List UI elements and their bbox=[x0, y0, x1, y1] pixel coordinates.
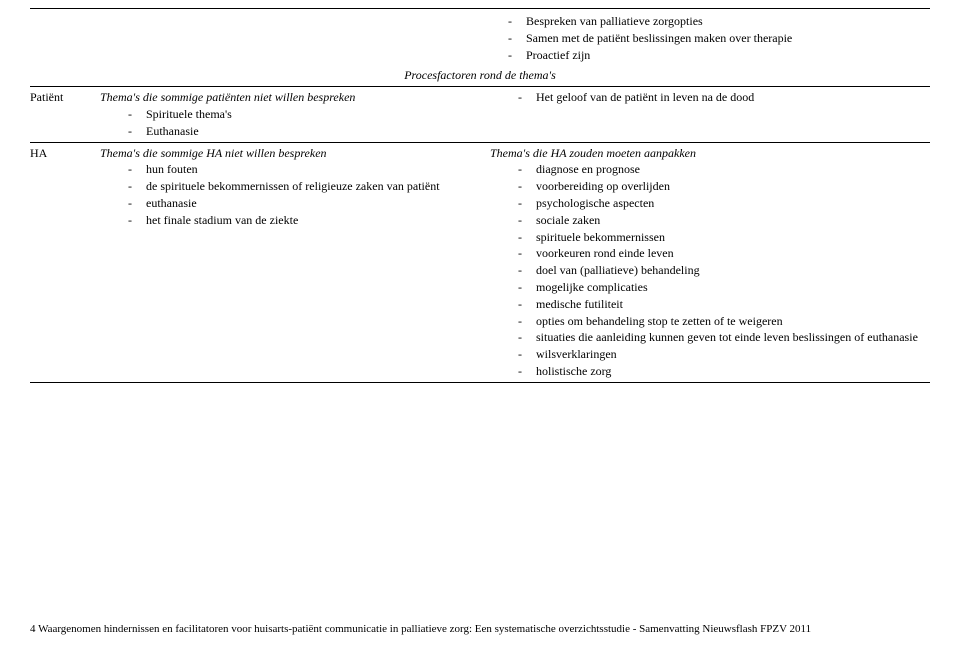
list-item: hun fouten bbox=[128, 161, 490, 178]
section-header: Procesfactoren rond de thema's bbox=[30, 65, 930, 87]
patient-left-list: Spirituele thema's Euthanasie bbox=[100, 106, 490, 140]
row-ha: HA Thema's die sommige HA niet willen be… bbox=[30, 143, 930, 383]
row-label-patient: Patiënt bbox=[30, 87, 100, 141]
ha-left: Thema's die sommige HA niet willen bespr… bbox=[100, 143, 490, 382]
list-item: psychologische aspecten bbox=[518, 195, 930, 212]
list-item: Bespreken van palliatieve zorgopties bbox=[508, 13, 930, 30]
list-item: de spirituele bekommernissen of religieu… bbox=[128, 178, 490, 195]
ha-right-heading: Thema's die HA zouden moeten aanpakken bbox=[490, 145, 930, 162]
list-item: Spirituele thema's bbox=[128, 106, 490, 123]
list-item: doel van (palliatieve) behandeling bbox=[518, 262, 930, 279]
footer-text: Waargenomen hindernissen en facilitatore… bbox=[38, 623, 811, 635]
list-item: wilsverklaringen bbox=[518, 346, 930, 363]
page-footer: 4 Waargenomen hindernissen en facilitato… bbox=[30, 622, 811, 637]
list-item: Het geloof van de patiënt in leven na de… bbox=[518, 89, 930, 106]
list-item: Samen met de patiënt beslissingen maken … bbox=[508, 30, 930, 47]
top-row: Bespreken van palliatieve zorgopties Sam… bbox=[30, 11, 930, 65]
list-item: opties om behandeling stop te zetten of … bbox=[518, 313, 930, 330]
top-right-list: Bespreken van palliatieve zorgopties Sam… bbox=[490, 13, 930, 63]
list-item: Euthanasie bbox=[128, 123, 490, 140]
list-item: sociale zaken bbox=[518, 212, 930, 229]
list-item: euthanasie bbox=[128, 195, 490, 212]
top-label-empty bbox=[30, 11, 100, 65]
list-item: voorbereiding op overlijden bbox=[518, 178, 930, 195]
ha-left-heading: Thema's die sommige HA niet willen bespr… bbox=[100, 145, 490, 162]
list-item: Proactief zijn bbox=[508, 47, 930, 64]
top-rule bbox=[30, 8, 930, 9]
list-item: voorkeuren rond einde leven bbox=[518, 245, 930, 262]
list-item: spirituele bekommernissen bbox=[518, 229, 930, 246]
document-page: Bespreken van palliatieve zorgopties Sam… bbox=[0, 0, 960, 383]
ha-right: Thema's die HA zouden moeten aanpakken d… bbox=[490, 143, 930, 382]
ha-left-list: hun fouten de spirituele bekommernissen … bbox=[100, 161, 490, 228]
list-item: diagnose en prognose bbox=[518, 161, 930, 178]
ha-right-list: diagnose en prognose voorbereiding op ov… bbox=[490, 161, 930, 379]
list-item: holistische zorg bbox=[518, 363, 930, 380]
list-item: mogelijke complicaties bbox=[518, 279, 930, 296]
list-item: medische futiliteit bbox=[518, 296, 930, 313]
top-right: Bespreken van palliatieve zorgopties Sam… bbox=[490, 11, 930, 65]
row-label-ha: HA bbox=[30, 143, 100, 382]
row-patient: Patiënt Thema's die sommige patiënten ni… bbox=[30, 87, 930, 142]
patient-left-heading: Thema's die sommige patiënten niet wille… bbox=[100, 89, 490, 106]
patient-left: Thema's die sommige patiënten niet wille… bbox=[100, 87, 490, 141]
page-number: 4 bbox=[30, 623, 36, 635]
patient-right-list: Het geloof van de patiënt in leven na de… bbox=[490, 89, 930, 106]
list-item: het finale stadium van de ziekte bbox=[128, 212, 490, 229]
top-left-empty bbox=[100, 11, 490, 65]
patient-right: Het geloof van de patiënt in leven na de… bbox=[490, 87, 930, 141]
list-item: situaties die aanleiding kunnen geven to… bbox=[518, 329, 930, 346]
